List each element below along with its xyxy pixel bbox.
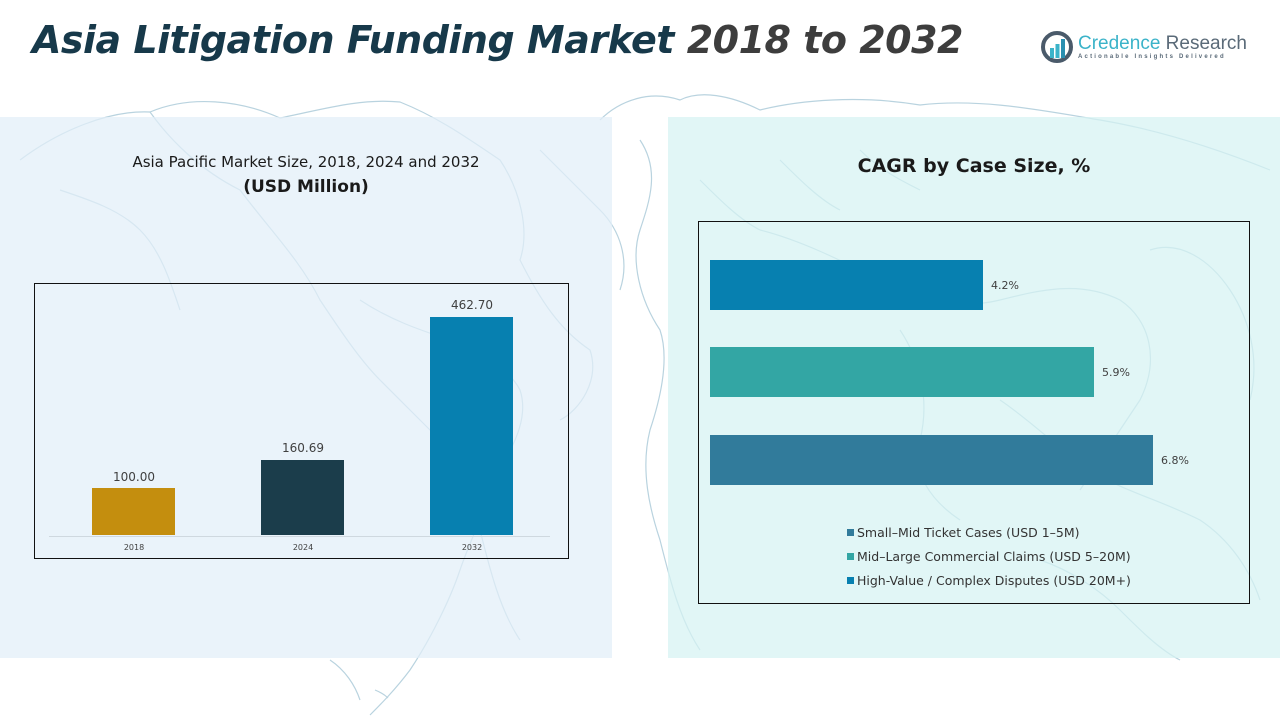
bar-value-2018: 100.00 <box>113 470 155 484</box>
bar-2032[interactable] <box>430 317 513 535</box>
bar-value-small-mid-ticket: 4.2% <box>991 279 1019 292</box>
bar-2024[interactable] <box>261 460 344 535</box>
x-tick-2032: 2032 <box>461 543 483 552</box>
legend-swatch-icon <box>847 528 854 536</box>
bar-mid-large-commercial[interactable] <box>710 347 1094 397</box>
bar-value-high-value-complex: 6.8% <box>1161 454 1189 467</box>
cagr-chart: 4.2% 5.9% 6.8% Small–Mid Ticket Cases (U… <box>698 221 1250 604</box>
x-axis-line <box>49 536 550 537</box>
legend-item-mid-large-commercial[interactable]: Mid–Large Commercial Claims (USD 5–20M) <box>847 544 1131 568</box>
legend-item-high-value-complex[interactable]: High-Value / Complex Disputes (USD 20M+) <box>847 568 1131 592</box>
cagr-legend: Small–Mid Ticket Cases (USD 1–5M) Mid–La… <box>847 520 1131 592</box>
logo-text: Credence Research Actionable Insights De… <box>1078 33 1247 61</box>
market-size-chart: 100.00 2018 160.69 2024 462.70 2032 <box>34 283 569 559</box>
legend-swatch-icon <box>847 552 854 560</box>
title-years: 2018 to 2032 <box>686 18 964 62</box>
bar-2018[interactable] <box>92 488 175 535</box>
bar-value-2032: 462.70 <box>451 298 493 312</box>
legend-swatch-icon <box>847 576 854 584</box>
x-tick-2024: 2024 <box>292 543 314 552</box>
legend-item-small-mid-ticket[interactable]: Small–Mid Ticket Cases (USD 1–5M) <box>847 520 1131 544</box>
logo-tagline: Actionable Insights Delivered <box>1078 54 1226 60</box>
market-size-panel: Asia Pacific Market Size, 2018, 2024 and… <box>0 117 612 658</box>
bar-small-mid-ticket[interactable] <box>710 260 983 310</box>
cagr-panel: CAGR by Case Size, % 4.2% 5.9% 6.8% Smal… <box>668 117 1280 658</box>
logo-name: Credence Research <box>1078 33 1247 54</box>
cagr-chart-title: CAGR by Case Size, % <box>857 155 1091 177</box>
page-title: Asia Litigation Funding Market 2018 to 2… <box>32 18 963 62</box>
bar-value-mid-large-commercial: 5.9% <box>1102 366 1130 379</box>
bar-high-value-complex[interactable] <box>710 435 1153 485</box>
bar-chart-circle-icon <box>1041 31 1073 63</box>
bar-value-2024: 160.69 <box>282 441 324 455</box>
x-tick-2018: 2018 <box>123 543 145 552</box>
market-size-chart-title: Asia Pacific Market Size, 2018, 2024 and… <box>132 153 480 171</box>
market-size-chart-unit: (USD Million) <box>243 177 369 197</box>
title-main: Asia Litigation Funding Market <box>32 18 674 62</box>
brand-logo[interactable]: Credence Research Actionable Insights De… <box>1040 30 1247 64</box>
